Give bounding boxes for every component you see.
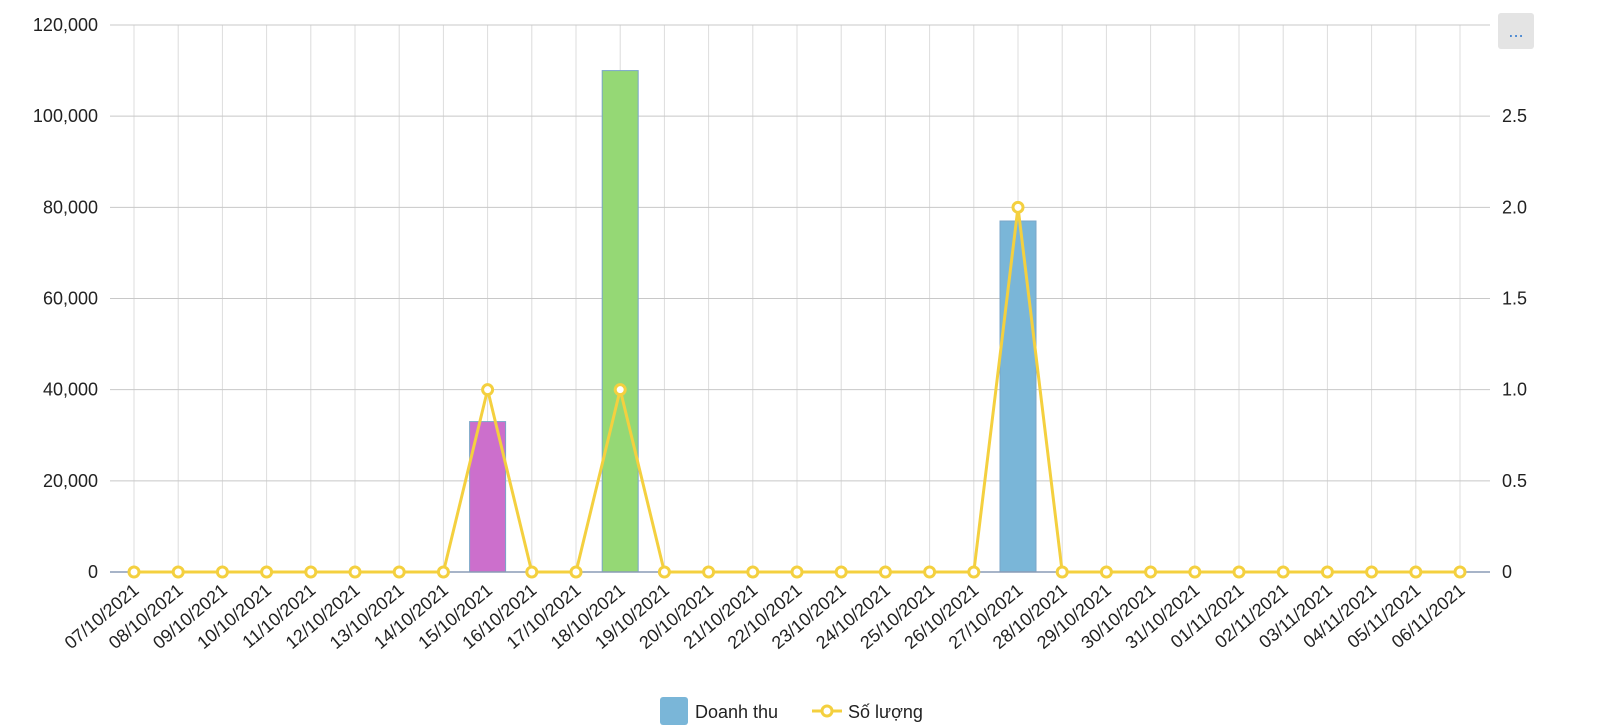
right-axis-ticks: 00.51.01.52.02.53.0 bbox=[1502, 15, 1527, 582]
right-tick-label: 0.5 bbox=[1502, 471, 1527, 491]
point-13-10-2021[interactable] bbox=[392, 565, 406, 579]
right-tick-label: 2.5 bbox=[1502, 106, 1527, 126]
point-29-10-2021[interactable] bbox=[1099, 565, 1113, 579]
x-axis-ticks: 07/10/202108/10/202109/10/202110/10/2021… bbox=[61, 580, 1469, 653]
right-tick-label: 0 bbox=[1502, 562, 1512, 582]
point-09-10-2021[interactable] bbox=[215, 565, 229, 579]
point-18-10-2021[interactable] bbox=[613, 383, 627, 397]
left-tick-label: 40,000 bbox=[43, 380, 98, 400]
point-16-10-2021[interactable] bbox=[525, 565, 539, 579]
bar-27-10-2021[interactable] bbox=[999, 220, 1037, 573]
left-tick-label: 60,000 bbox=[43, 289, 98, 309]
legend: Doanh thu Số lượng bbox=[660, 697, 923, 725]
grid-lines bbox=[110, 24, 1490, 573]
legend-item-so-luong[interactable]: Số lượng bbox=[812, 702, 923, 722]
point-07-10-2021[interactable] bbox=[127, 565, 141, 579]
point-15-10-2021[interactable] bbox=[481, 383, 495, 397]
left-tick-label: 80,000 bbox=[43, 197, 98, 217]
left-tick-label: 120,000 bbox=[33, 15, 98, 35]
point-22-10-2021[interactable] bbox=[790, 565, 804, 579]
point-23-10-2021[interactable] bbox=[834, 565, 848, 579]
point-27-10-2021[interactable] bbox=[1011, 200, 1025, 214]
point-10-10-2021[interactable] bbox=[260, 565, 274, 579]
point-17-10-2021[interactable] bbox=[569, 565, 583, 579]
legend-swatch-doanh-thu bbox=[660, 697, 688, 725]
legend-item-doanh-thu[interactable]: Doanh thu bbox=[660, 697, 778, 725]
point-02-11-2021[interactable] bbox=[1276, 565, 1290, 579]
point-04-11-2021[interactable] bbox=[1365, 565, 1379, 579]
point-08-10-2021[interactable] bbox=[171, 565, 185, 579]
point-03-11-2021[interactable] bbox=[1320, 565, 1334, 579]
right-tick-label: 1.0 bbox=[1502, 380, 1527, 400]
bar-15-10-2021[interactable] bbox=[469, 421, 507, 573]
point-06-11-2021[interactable] bbox=[1453, 565, 1467, 579]
point-12-10-2021[interactable] bbox=[348, 565, 362, 579]
point-30-10-2021[interactable] bbox=[1144, 565, 1158, 579]
bar-series-doanh-thu bbox=[469, 70, 1037, 573]
left-tick-label: 100,000 bbox=[33, 106, 98, 126]
line-series-so-luong bbox=[127, 200, 1467, 579]
left-axis-ticks: 0 20,000 40,000 60,000 80,000 100,000 120,000 bbox=[33, 15, 98, 582]
point-24-10-2021[interactable] bbox=[878, 565, 892, 579]
point-19-10-2021[interactable] bbox=[657, 565, 671, 579]
legend-label-doanh-thu: Doanh thu bbox=[695, 702, 778, 722]
right-tick-label: 1.5 bbox=[1502, 289, 1527, 309]
left-tick-label: 20,000 bbox=[43, 471, 98, 491]
point-11-10-2021[interactable] bbox=[304, 565, 318, 579]
legend-label-so-luong: Số lượng bbox=[848, 702, 923, 722]
point-25-10-2021[interactable] bbox=[923, 565, 937, 579]
point-01-11-2021[interactable] bbox=[1232, 565, 1246, 579]
point-31-10-2021[interactable] bbox=[1188, 565, 1202, 579]
point-21-10-2021[interactable] bbox=[746, 565, 760, 579]
point-05-11-2021[interactable] bbox=[1409, 565, 1423, 579]
bar-18-10-2021[interactable] bbox=[601, 70, 639, 573]
right-tick-label: 2.0 bbox=[1502, 197, 1527, 217]
chart-menu-button[interactable]: ... bbox=[1498, 13, 1534, 49]
point-14-10-2021[interactable] bbox=[436, 565, 450, 579]
point-28-10-2021[interactable] bbox=[1055, 565, 1069, 579]
point-20-10-2021[interactable] bbox=[702, 565, 716, 579]
point-26-10-2021[interactable] bbox=[967, 565, 981, 579]
legend-marker-so-luong bbox=[820, 704, 834, 718]
left-tick-label: 0 bbox=[88, 562, 98, 582]
